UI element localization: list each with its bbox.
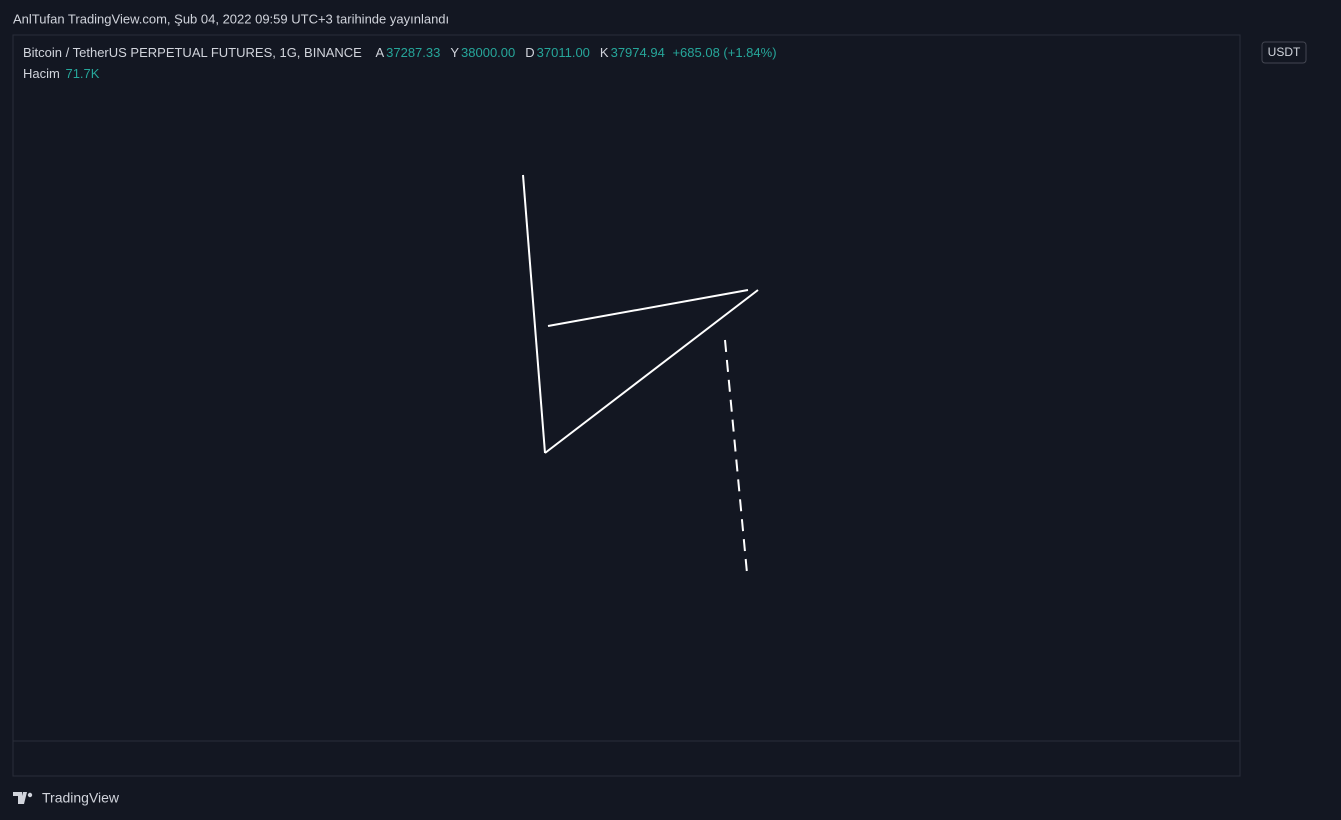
volume-value: 71.7K bbox=[65, 66, 100, 81]
ohlc-value: 37974.94 bbox=[610, 45, 665, 60]
symbol: Bitcoin / TetherUS PERPETUAL FUTURES, 1G… bbox=[23, 45, 362, 60]
ohlc: A 37287.33 Y 38000.00 D 37011.00 K 37974.94 bbox=[367, 45, 666, 60]
brand: TradingView bbox=[42, 790, 120, 806]
ohlc-key: K bbox=[599, 45, 609, 60]
brand-logo bbox=[13, 792, 33, 804]
trend-line bbox=[547, 289, 749, 327]
trend-line bbox=[522, 174, 546, 454]
ohlc-value: 37011.00 bbox=[536, 45, 590, 60]
ohlc-value: 38000.00 bbox=[461, 45, 516, 60]
volume-legend: Hacim 71.7K bbox=[23, 66, 101, 81]
ohlc-value: 37287.33 bbox=[386, 45, 441, 60]
change: +685.08 (+1.84%) bbox=[672, 45, 777, 60]
ohlc-key: A bbox=[375, 45, 385, 60]
currency: USDT bbox=[1268, 45, 1301, 59]
ohlc-key: Y bbox=[450, 45, 460, 60]
ohlc-key: D bbox=[525, 45, 535, 60]
trend-line bbox=[544, 289, 759, 454]
plot-area bbox=[12, 34, 1241, 777]
volume-name: Hacim bbox=[23, 66, 60, 81]
pattern-drawing bbox=[522, 174, 759, 574]
symbol-legend: Bitcoin / TetherUS PERPETUAL FUTURES, 1G… bbox=[23, 45, 779, 60]
currency-box[interactable] bbox=[1261, 41, 1307, 64]
publish-title: AnlTufan TradingView.com, Şub 04, 2022 0… bbox=[13, 11, 449, 26]
